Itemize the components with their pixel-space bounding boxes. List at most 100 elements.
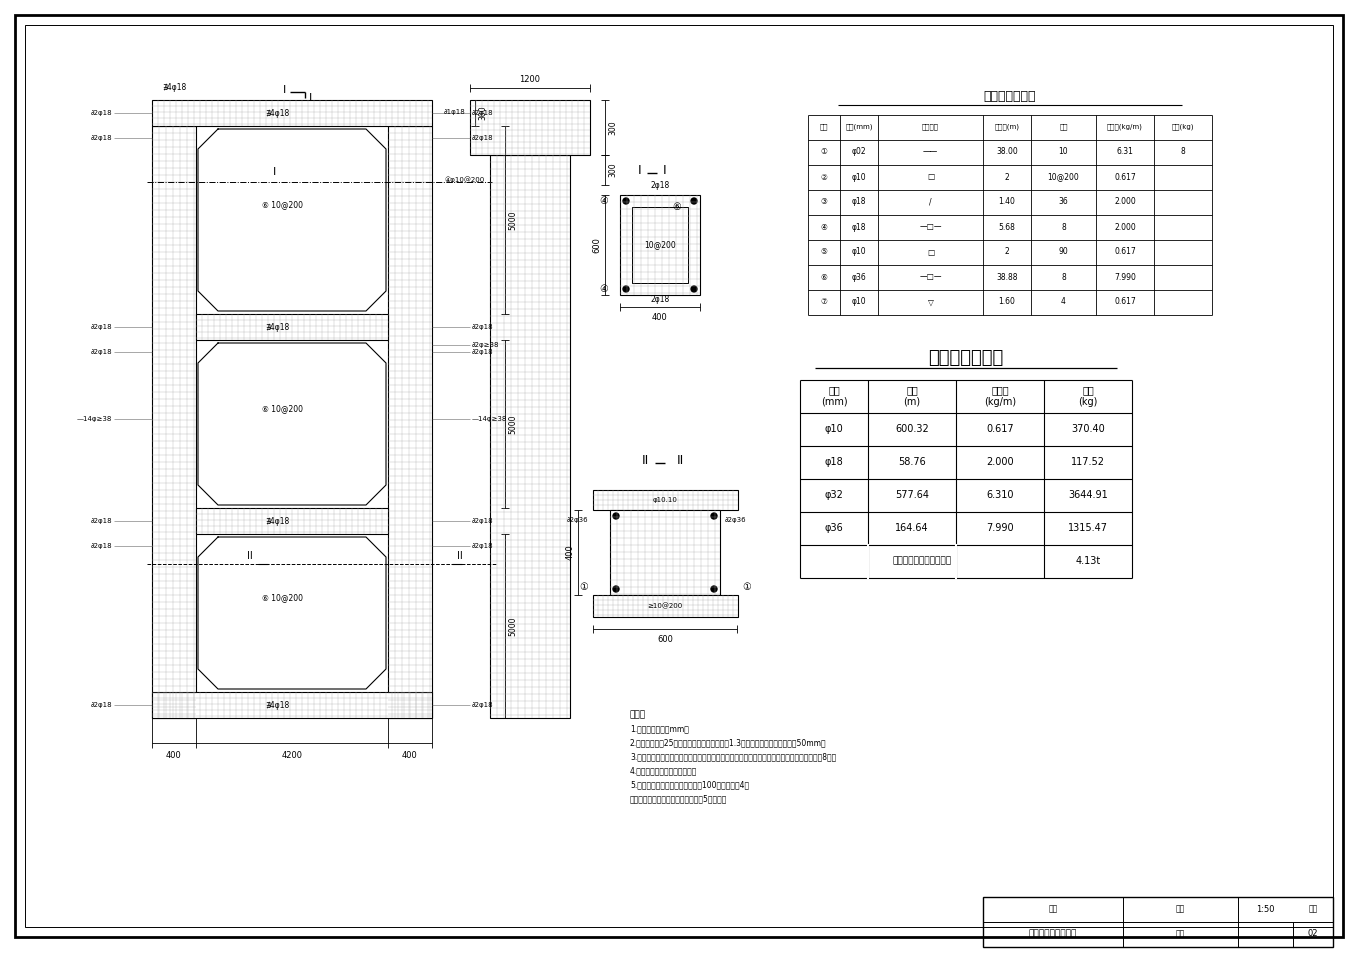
Text: 0.617: 0.617 <box>1114 172 1135 182</box>
Text: ≥10@200: ≥10@200 <box>648 603 683 610</box>
Text: ∂2φ36: ∂2φ36 <box>725 517 747 523</box>
Text: 1:50: 1:50 <box>1256 904 1274 914</box>
Text: ⑥: ⑥ <box>820 273 827 281</box>
Text: II: II <box>458 551 463 561</box>
Text: ④: ④ <box>599 196 608 206</box>
Bar <box>470 100 589 155</box>
Text: 1.本图尺寸单位为mm。: 1.本图尺寸单位为mm。 <box>630 724 689 733</box>
Text: ∄4φ18: ∄4φ18 <box>265 323 289 331</box>
Text: 审核: 审核 <box>1048 904 1058 914</box>
Text: 8: 8 <box>1180 147 1186 157</box>
Bar <box>490 155 570 718</box>
Bar <box>621 195 699 295</box>
Text: 10: 10 <box>1059 147 1069 157</box>
Text: φ10: φ10 <box>851 248 866 256</box>
Text: ⑥ 10@200: ⑥ 10@200 <box>262 405 303 413</box>
Text: ①: ① <box>741 582 751 592</box>
Text: ∂2φ18: ∂2φ18 <box>91 324 111 330</box>
Text: 钉筋简式: 钉筋简式 <box>922 123 938 130</box>
Text: 600: 600 <box>657 634 674 643</box>
Text: 600.32: 600.32 <box>895 424 929 434</box>
Text: ∂2φ≥38: ∂2φ≥38 <box>473 342 500 348</box>
Text: ∂2φ18: ∂2φ18 <box>473 543 493 549</box>
Text: II: II <box>247 551 253 561</box>
Circle shape <box>623 198 629 204</box>
Text: 长度
(m): 长度 (m) <box>903 386 921 407</box>
Text: φ10: φ10 <box>851 172 866 182</box>
Text: 数量: 数量 <box>1059 123 1067 130</box>
Circle shape <box>712 586 717 592</box>
Text: ∂2φ18: ∂2φ18 <box>91 518 111 524</box>
Text: 小计（不包含钉筋掄角）: 小计（不包含钉筋掄角） <box>892 557 952 566</box>
Text: 4.钉筋拐角在一个植直上进行。: 4.钉筋拐角在一个植直上进行。 <box>630 766 698 775</box>
Text: 1.60: 1.60 <box>998 298 1016 306</box>
Text: 38.88: 38.88 <box>997 273 1017 281</box>
Text: ∂2φ18: ∂2φ18 <box>91 110 111 116</box>
Text: 0.617: 0.617 <box>1114 248 1135 256</box>
Text: 1315.47: 1315.47 <box>1067 523 1108 533</box>
Text: 总重(kg): 总重(kg) <box>1172 123 1194 130</box>
Bar <box>152 692 432 718</box>
Text: ①: ① <box>820 147 827 157</box>
Text: 38.00: 38.00 <box>997 147 1018 157</box>
Text: 5.68: 5.68 <box>998 222 1016 232</box>
Text: ∂1φ18: ∂1φ18 <box>443 109 464 115</box>
Bar <box>983 897 1334 947</box>
Bar <box>593 595 737 617</box>
Text: —□—: —□— <box>919 222 941 232</box>
Text: 2φ18: 2φ18 <box>650 181 669 189</box>
Text: ③: ③ <box>820 197 827 207</box>
Text: 8: 8 <box>1061 273 1066 281</box>
Text: □: □ <box>928 248 934 256</box>
Text: ④: ④ <box>599 284 608 294</box>
Text: □: □ <box>928 172 934 182</box>
Text: I: I <box>273 167 277 177</box>
Text: 6.310: 6.310 <box>986 490 1014 500</box>
Text: 2.000: 2.000 <box>1114 222 1135 232</box>
Text: 1200: 1200 <box>520 76 540 84</box>
Text: 排架钙筋材料表: 排架钙筋材料表 <box>929 349 1004 367</box>
Text: I: I <box>638 164 642 176</box>
Text: 0.617: 0.617 <box>986 424 1014 434</box>
Text: 4200: 4200 <box>281 751 303 761</box>
Text: 4: 4 <box>1061 298 1066 306</box>
Text: 5000: 5000 <box>508 211 517 230</box>
Text: 400: 400 <box>652 313 668 322</box>
Text: 编号: 编号 <box>820 123 828 130</box>
Text: ∂2φ18: ∂2φ18 <box>91 702 111 708</box>
Text: ▽: ▽ <box>928 298 933 306</box>
Text: 7.990: 7.990 <box>986 523 1014 533</box>
Text: /: / <box>929 197 932 207</box>
Text: 300: 300 <box>478 105 488 121</box>
Text: 117.52: 117.52 <box>1071 457 1105 467</box>
Text: 4.13t: 4.13t <box>1076 556 1100 566</box>
Text: 400: 400 <box>402 751 418 761</box>
Text: ∂2φ36: ∂2φ36 <box>566 517 588 523</box>
Text: φ32: φ32 <box>824 490 843 500</box>
Text: 单位重
(kg/m): 单位重 (kg/m) <box>985 386 1016 407</box>
Text: ∂2φ18: ∂2φ18 <box>473 518 493 524</box>
Circle shape <box>691 286 697 292</box>
Text: 6.31: 6.31 <box>1116 147 1134 157</box>
Text: 300: 300 <box>608 121 618 135</box>
Text: ∂2φ18: ∂2φ18 <box>91 135 111 141</box>
Text: 图号: 图号 <box>1308 904 1317 914</box>
Text: 钉筋(mm): 钉筋(mm) <box>845 123 873 130</box>
Text: φ10.10: φ10.10 <box>653 497 678 503</box>
Text: 总重
(kg): 总重 (kg) <box>1078 386 1097 407</box>
Text: 58.76: 58.76 <box>898 457 926 467</box>
Bar <box>631 207 689 283</box>
Bar <box>152 100 432 126</box>
Text: 1.40: 1.40 <box>998 197 1016 207</box>
Bar <box>196 508 388 534</box>
Text: φ10: φ10 <box>824 424 843 434</box>
Text: φ18: φ18 <box>851 197 866 207</box>
Text: 400: 400 <box>565 545 574 561</box>
Text: φ18: φ18 <box>851 222 866 232</box>
Text: 单位重(kg/m): 单位重(kg/m) <box>1107 123 1143 130</box>
Text: φ02: φ02 <box>851 147 866 157</box>
Text: 3.钙筋标志类型：主要受力钙筋为工山钉筋，分布钙筋和封闭钉筋为甲级；致包钙筋直径大于8号；: 3.钙筋标志类型：主要受力钙筋为工山钉筋，分布钙筋和封闭钉筋为甲级；致包钙筋直径… <box>630 752 837 761</box>
Bar <box>152 126 196 718</box>
Text: 2: 2 <box>1005 248 1009 256</box>
Text: I: I <box>663 164 667 176</box>
